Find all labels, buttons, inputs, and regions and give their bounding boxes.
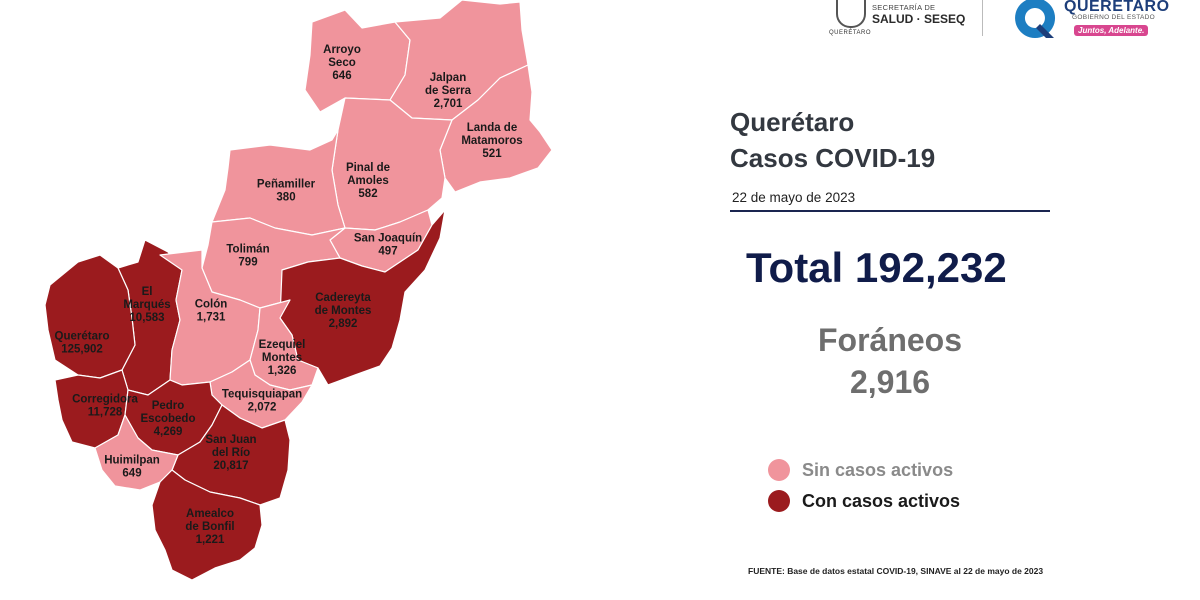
municipality-label-colon: Colón 1,731 <box>195 299 228 324</box>
legend-item-sin-casos: Sin casos activos <box>768 458 953 482</box>
municipality-label-el-marques: El Marqués 10,583 <box>123 286 170 324</box>
title-underline <box>730 210 1050 212</box>
state-seal-icon <box>836 0 866 28</box>
municipality-label-ezequiel-montes: Ezequiel Montes 1,326 <box>259 339 306 377</box>
title-line-1: Querétaro <box>730 107 855 137</box>
municipality-queretaro <box>44 254 136 379</box>
slogan-badge: Juntos, Adelante. <box>1074 25 1149 36</box>
state-name: QUERÉTARO <box>1064 0 1170 15</box>
municipality-label-queretaro: Querétaro 125,902 <box>55 331 110 356</box>
municipality-label-amealco: Amealco de Bonfil 1,221 <box>185 508 234 546</box>
legend-swatch-con-casos <box>768 490 790 512</box>
municipality-label-penamiller: Peñamiller 380 <box>257 179 316 204</box>
municipality-huimilpan <box>94 414 179 491</box>
data-source-note: FUENTE: Base de datos estatal COVID-19, … <box>748 566 1044 576</box>
legend-label-con-casos: Con casos activos <box>802 490 961 511</box>
seal-caption: QUERÉTARO <box>829 30 872 36</box>
legend-item-con-casos: Con casos activos <box>768 489 960 513</box>
municipality-label-san-juan-del-rio: San Juan del Río 20,817 <box>205 434 256 472</box>
state-government-caption: GOBIERNO DEL ESTADO <box>1072 14 1155 21</box>
logo-divider <box>982 0 983 36</box>
municipality-label-landa: Landa de Matamoros 521 <box>461 122 522 160</box>
salud-logo-main-text: SALUD · SESEQ <box>872 12 966 26</box>
municipality-label-jalpan: Jalpan de Serra 2,701 <box>425 72 472 110</box>
municipality-label-arroyo-seco: Arroyo Seco 646 <box>323 44 361 82</box>
foraneos-value: 2,916 <box>849 364 931 400</box>
legend-label-sin-casos: Sin casos activos <box>802 459 954 480</box>
legend-swatch-sin-casos <box>768 459 790 481</box>
municipality-label-san-joaquin: San Joaquín 497 <box>354 233 422 258</box>
queretaro-municipalities-map: Arroyo Seco 646 Jalpan de Serra 2,701 Landa de… <box>44 0 553 581</box>
total-cases: Total 192,232 <box>746 244 1007 291</box>
municipality-label-pinal: Pinal de Amoles 582 <box>346 162 390 200</box>
foraneos-label: Foráneos <box>817 322 963 358</box>
municipality-label-cadereyta: Cadereyta de Montes 2,892 <box>315 292 372 330</box>
queretaro-q-logo-icon <box>1015 0 1055 38</box>
municipality-label-tequisquiapan: Tequisquiapan 2,072 <box>222 389 302 414</box>
report-date: 22 de mayo de 2023 <box>732 190 856 205</box>
municipality-label-huimilpan: Huimilpan 649 <box>104 455 160 480</box>
municipality-label-corregidora: Corregidora 11,728 <box>72 394 138 419</box>
municipality-amealco <box>151 469 263 581</box>
municipality-label-pedro-escobedo: Pedro Escobedo 4,269 <box>141 400 196 438</box>
title-line-2: Casos COVID-19 <box>730 143 936 173</box>
municipality-label-toliman: Tolimán 799 <box>226 244 269 269</box>
salud-logo-small-text: SECRETARÍA DE <box>872 3 936 12</box>
